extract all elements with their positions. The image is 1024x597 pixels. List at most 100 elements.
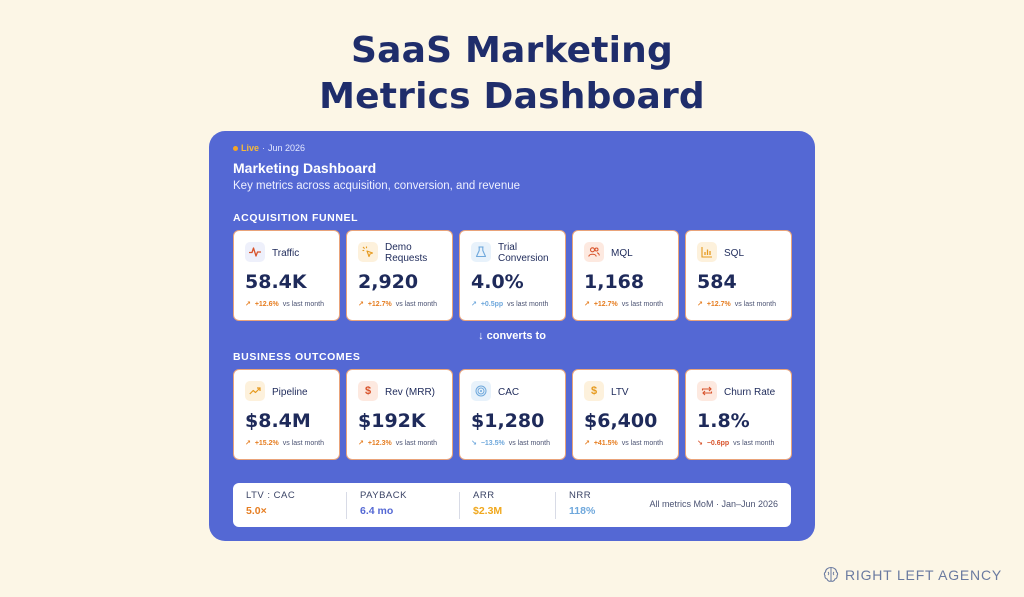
delta-arrow-icon: ↗ bbox=[245, 440, 251, 447]
summary-divider bbox=[459, 492, 460, 519]
card-value: 58.4K bbox=[245, 271, 307, 293]
dashboard-panel: Live · Jun 2026 Marketing Dashboard Key … bbox=[209, 131, 815, 541]
summary-label: PAYBACK bbox=[360, 490, 407, 501]
card-value: $6,400 bbox=[584, 410, 658, 432]
metric-card-churn-rate[interactable]: Churn Rate 1.8% ↘ −0.6pp vs last month bbox=[685, 369, 792, 460]
metric-card-rev-mrr[interactable]: $ Rev (MRR) $192K ↗ +12.3% vs last month bbox=[346, 369, 453, 460]
card-label: Pipeline bbox=[272, 386, 308, 398]
delta-value: +0.5pp bbox=[480, 301, 504, 308]
summary-divider bbox=[346, 492, 347, 519]
page-title-line-2: Metrics Dashboard bbox=[319, 76, 705, 117]
delta-value: −0.6pp bbox=[706, 440, 730, 447]
trending-up-icon bbox=[245, 381, 265, 401]
delta-suffix: vs last month bbox=[282, 440, 324, 447]
delta-value: +12.3% bbox=[367, 440, 392, 447]
metric-card-pipeline[interactable]: Pipeline $8.4M ↗ +15.2% vs last month bbox=[233, 369, 340, 460]
live-label: Live bbox=[241, 143, 260, 153]
card-label: Trial Conversion bbox=[498, 242, 549, 264]
card-value: 584 bbox=[697, 271, 737, 293]
card-delta: ↗ +12.3% vs last month bbox=[358, 439, 437, 447]
card-label: MQL bbox=[611, 247, 633, 259]
delta-value: +12.7% bbox=[367, 301, 392, 308]
delta-arrow-icon: ↗ bbox=[697, 301, 703, 308]
delta-suffix: vs last month bbox=[395, 440, 437, 447]
card-delta: ↗ +12.7% vs last month bbox=[358, 300, 437, 308]
delta-arrow-icon: ↗ bbox=[584, 440, 590, 447]
converts-to-label: ↓ converts to bbox=[478, 330, 546, 342]
delta-arrow-icon: ↘ bbox=[697, 440, 703, 447]
card-value: 1,168 bbox=[584, 271, 645, 293]
repeat-arrows-icon bbox=[697, 381, 717, 401]
card-delta: ↘ −0.6pp vs last month bbox=[697, 439, 774, 447]
page-title-line-1: SaaS Marketing bbox=[351, 30, 673, 71]
flask-icon bbox=[471, 242, 491, 262]
acquisition-section-label: ACQUISITION FUNNEL bbox=[233, 212, 359, 224]
delta-value: +12.6% bbox=[254, 301, 279, 308]
delta-arrow-icon: ↗ bbox=[471, 301, 477, 308]
metric-card-sql[interactable]: SQL 584 ↗ +12.7% vs last month bbox=[685, 230, 792, 321]
delta-arrow-icon: ↘ bbox=[471, 440, 477, 447]
bar-chart-icon bbox=[697, 242, 717, 262]
summary-note: All metrics MoM · Jan–Jun 2026 bbox=[649, 499, 778, 509]
summary-nrr: NRR 118% bbox=[569, 490, 595, 517]
card-value: $1,280 bbox=[471, 410, 545, 432]
users-icon bbox=[584, 242, 604, 262]
sparkle-cursor-icon bbox=[358, 242, 378, 262]
card-label: Traffic bbox=[272, 247, 300, 259]
activity-pulse-icon bbox=[245, 242, 265, 262]
summary-label: NRR bbox=[569, 490, 592, 501]
card-value: $192K bbox=[358, 410, 426, 432]
delta-value: −13.5% bbox=[480, 440, 505, 447]
dashboard-title: Marketing Dashboard bbox=[233, 160, 377, 176]
delta-suffix: vs last month bbox=[508, 440, 550, 447]
delta-suffix: vs last month bbox=[282, 301, 324, 308]
dashboard-period: Jun 2026 bbox=[268, 143, 306, 153]
card-delta: ↗ +12.7% vs last month bbox=[584, 300, 663, 308]
card-delta: ↗ +15.2% vs last month bbox=[245, 439, 324, 447]
live-separator: · bbox=[262, 143, 266, 153]
card-label: CAC bbox=[498, 386, 520, 398]
live-indicator: Live · Jun 2026 bbox=[233, 143, 305, 153]
dollar-icon: $ bbox=[358, 381, 378, 401]
delta-suffix: vs last month bbox=[734, 301, 776, 308]
delta-arrow-icon: ↗ bbox=[358, 440, 364, 447]
brand-name: RIGHT LEFT AGENCY bbox=[844, 567, 1002, 583]
card-label: Churn Rate bbox=[724, 386, 776, 398]
outcomes-cards: Pipeline $8.4M ↗ +15.2% vs last month $ … bbox=[233, 369, 792, 460]
delta-suffix: vs last month bbox=[733, 440, 775, 447]
metric-card-cac[interactable]: CAC $1,280 ↘ −13.5% vs last month bbox=[459, 369, 566, 460]
metric-card-traffic[interactable]: Traffic 58.4K ↗ +12.6% vs last month bbox=[233, 230, 340, 321]
delta-suffix: vs last month bbox=[395, 301, 437, 308]
summary-value: 6.4 mo bbox=[360, 505, 394, 517]
delta-value: +12.7% bbox=[706, 301, 731, 308]
delta-arrow-icon: ↗ bbox=[245, 301, 251, 308]
delta-arrow-icon: ↗ bbox=[358, 301, 364, 308]
dashboard-subtitle: Key metrics across acquisition, conversi… bbox=[233, 180, 521, 192]
outcomes-section-label: BUSINESS OUTCOMES bbox=[233, 351, 361, 363]
card-delta: ↗ +41.5% vs last month bbox=[584, 439, 663, 447]
summary-value: $2.3M bbox=[473, 505, 503, 517]
delta-value: +12.7% bbox=[593, 301, 618, 308]
card-delta: ↗ +12.6% vs last month bbox=[245, 300, 324, 308]
card-value: 1.8% bbox=[697, 410, 750, 432]
summary-value: 118% bbox=[569, 505, 596, 517]
card-label: Demo Requests bbox=[385, 242, 428, 264]
card-value: 2,920 bbox=[358, 271, 419, 293]
metric-card-trial-conversion[interactable]: Trial Conversion 4.0% ↗ +0.5pp vs last m… bbox=[459, 230, 566, 321]
card-delta: ↘ −13.5% vs last month bbox=[471, 439, 550, 447]
delta-suffix: vs last month bbox=[621, 301, 663, 308]
metric-card-ltv[interactable]: $ LTV $6,400 ↗ +41.5% vs last month bbox=[572, 369, 679, 460]
summary-divider bbox=[555, 492, 556, 519]
metric-card-demo-requests[interactable]: Demo Requests 2,920 ↗ +12.7% vs last mon… bbox=[346, 230, 453, 321]
acquisition-cards: Traffic 58.4K ↗ +12.6% vs last month Dem… bbox=[233, 230, 792, 321]
delta-value: +15.2% bbox=[254, 440, 279, 447]
target-icon bbox=[471, 381, 491, 401]
summary-label: LTV : CAC bbox=[246, 490, 296, 501]
delta-suffix: vs last month bbox=[621, 440, 663, 447]
page-title: SaaS Marketing Metrics Dashboard bbox=[0, 28, 1024, 120]
summary-bar: LTV : CAC 5.0× PAYBACK 6.4 mo ARR $2.3M … bbox=[233, 483, 791, 527]
live-dot-icon bbox=[233, 145, 238, 151]
delta-value: +41.5% bbox=[593, 440, 618, 447]
metric-card-mql[interactable]: MQL 1,168 ↗ +12.7% vs last month bbox=[572, 230, 679, 321]
card-delta: ↗ +12.7% vs last month bbox=[697, 300, 776, 308]
